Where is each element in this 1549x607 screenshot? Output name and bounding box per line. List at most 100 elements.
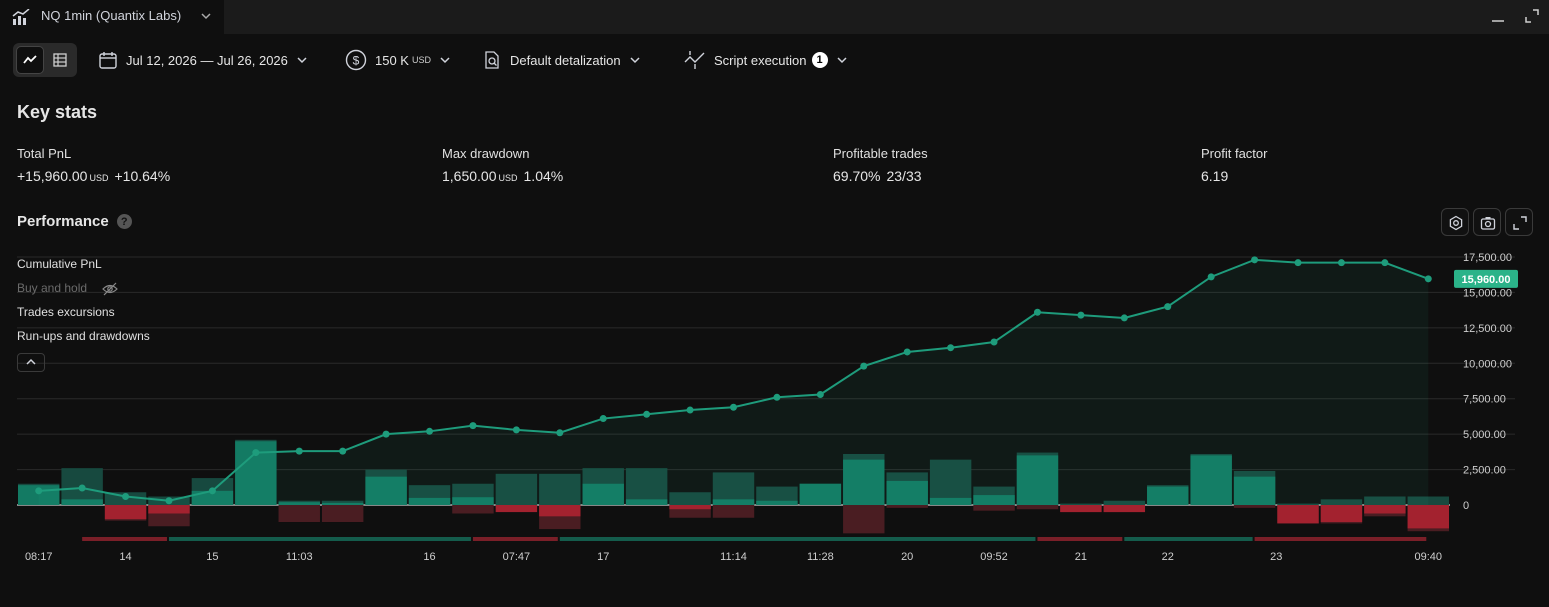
position-bar-long [1124, 537, 1253, 541]
pnl-point [1120, 314, 1128, 322]
x-tick-label: 11:28 [807, 551, 834, 563]
script-execution-label: Script execution [714, 52, 807, 68]
profitable-count: 23/33 [886, 168, 922, 184]
eye-off-icon[interactable] [102, 282, 119, 296]
pnl-point [1424, 275, 1432, 283]
x-tick-label: 17 [597, 551, 609, 563]
trade-loss-bar [1277, 505, 1319, 524]
legend-buy-and-hold[interactable]: Buy and hold [17, 281, 119, 296]
trade-loss-bar [1364, 505, 1406, 514]
pnl-point [903, 348, 911, 356]
profit-factor-value: 6.19 [1201, 168, 1229, 184]
trade-profit-bar [973, 495, 1015, 505]
settings-icon [1449, 215, 1463, 231]
drawdown-bar [1233, 505, 1276, 508]
pnl-point [1077, 311, 1085, 319]
pnl-point [35, 487, 43, 495]
date-range-label: Jul 12, 2026 — Jul 26, 2026 [126, 52, 288, 68]
date-range-selector[interactable]: Jul 12, 2026 — Jul 26, 2026 [98, 40, 308, 80]
table-view-button[interactable] [46, 46, 74, 74]
chart-settings-button[interactable] [1441, 208, 1469, 236]
trade-profit-bar [929, 497, 972, 505]
legend-cumulative-pnl[interactable]: Cumulative PnL [17, 257, 102, 271]
max-drawdown-unit: USD [498, 173, 518, 183]
pnl-point [208, 487, 216, 495]
legend-runups-drawdowns[interactable]: Run-ups and drawdowns [17, 329, 150, 343]
tab-title: NQ 1min (Quantix Labs) [41, 8, 182, 23]
runup-bar [495, 473, 538, 505]
legend-trades-excursions[interactable]: Trades excursions [17, 305, 115, 319]
detalization-label: Default detalization [510, 52, 621, 68]
pnl-point [686, 406, 694, 414]
trade-profit-bar [843, 459, 885, 505]
pnl-point [512, 426, 520, 434]
runup-bar [1407, 496, 1449, 505]
position-bar-short [472, 537, 558, 541]
script-execution-selector[interactable]: Script execution 1 [684, 40, 848, 80]
chevron-up-icon [26, 358, 36, 365]
x-tick-label: 11:14 [720, 551, 747, 563]
chevron-down-icon [297, 57, 307, 64]
drawdown-bar [843, 505, 885, 534]
trade-profit-bar [452, 497, 494, 505]
pnl-point [1033, 308, 1041, 316]
chevron-down-icon [440, 57, 450, 64]
runup-bar [625, 468, 668, 505]
pnl-point [1337, 259, 1345, 267]
trade-loss-bar [1060, 505, 1102, 513]
stat-profitable-trades: Profitable trades 69.70% 23/33 [833, 146, 928, 184]
runup-bar [1277, 503, 1319, 505]
chart-bars-icon [12, 9, 30, 25]
legend-buy-and-hold-label: Buy and hold [17, 281, 88, 295]
drawdown-bar [712, 505, 755, 518]
stat-label: Total PnL [17, 146, 72, 161]
x-tick-label: 09:52 [980, 551, 1008, 563]
pnl-point [990, 338, 998, 346]
capital-value: 150 K [375, 52, 409, 68]
position-bar-short [1037, 537, 1123, 541]
trade-loss-bar [539, 505, 581, 517]
chart-view-button[interactable] [16, 46, 44, 74]
y-tick-label: 10,000.00 [1463, 358, 1512, 370]
y-tick-label: 12,500.00 [1463, 323, 1512, 335]
chart-tab[interactable]: NQ 1min (Quantix Labs) [0, 0, 224, 34]
trade-profit-bar [1233, 476, 1276, 505]
x-tick-label: 21 [1075, 551, 1087, 563]
pnl-point [556, 429, 564, 437]
collapse-legend-button[interactable] [17, 353, 45, 372]
pnl-point [1207, 273, 1215, 281]
y-tick-label: 15,000.00 [1463, 287, 1512, 299]
trade-profit-bar [886, 480, 928, 505]
trade-profit-bar [191, 490, 234, 505]
pnl-point [730, 403, 737, 411]
performance-title: Performance ? [17, 213, 132, 230]
x-tick-label: 08:17 [25, 551, 53, 563]
performance-chart[interactable]: 17,500.00 15,000.00 12,500.00 10,000.00 7,50… [0, 245, 1549, 585]
capital-selector[interactable]: $ 150 K USD [345, 40, 451, 80]
x-tick-label: 14 [119, 551, 131, 563]
trade-loss-bar [1320, 505, 1363, 523]
fullscreen-button[interactable] [1505, 208, 1533, 236]
minimize-icon[interactable] [1490, 8, 1506, 24]
drawdown-bar [886, 505, 928, 508]
trade-profit-bar [625, 499, 668, 505]
trade-profit-bar [365, 476, 407, 505]
stat-profit-factor: Profit factor 6.19 [1201, 146, 1267, 184]
detalization-selector[interactable]: Default detalization [482, 40, 641, 80]
runup-bar [929, 459, 972, 505]
trade-profit-bar [321, 502, 364, 505]
x-tick-label: 09:40 [1415, 551, 1443, 563]
y-tick-label: 0 [1463, 500, 1469, 512]
maximize-icon[interactable] [1524, 8, 1540, 24]
help-icon[interactable]: ? [116, 214, 132, 229]
chevron-down-icon[interactable] [200, 10, 212, 22]
pnl-point [295, 447, 303, 455]
y-tick-label: 17,500.00 [1463, 252, 1512, 264]
total-pnl-pct: +10.64% [114, 168, 171, 184]
stat-label: Max drawdown [442, 146, 530, 161]
x-tick-label: 16 [423, 551, 435, 563]
key-stats-title: Key stats [17, 102, 98, 122]
snapshot-button[interactable] [1473, 208, 1501, 236]
pnl-point [426, 427, 434, 435]
x-tick-label: 20 [901, 551, 913, 563]
